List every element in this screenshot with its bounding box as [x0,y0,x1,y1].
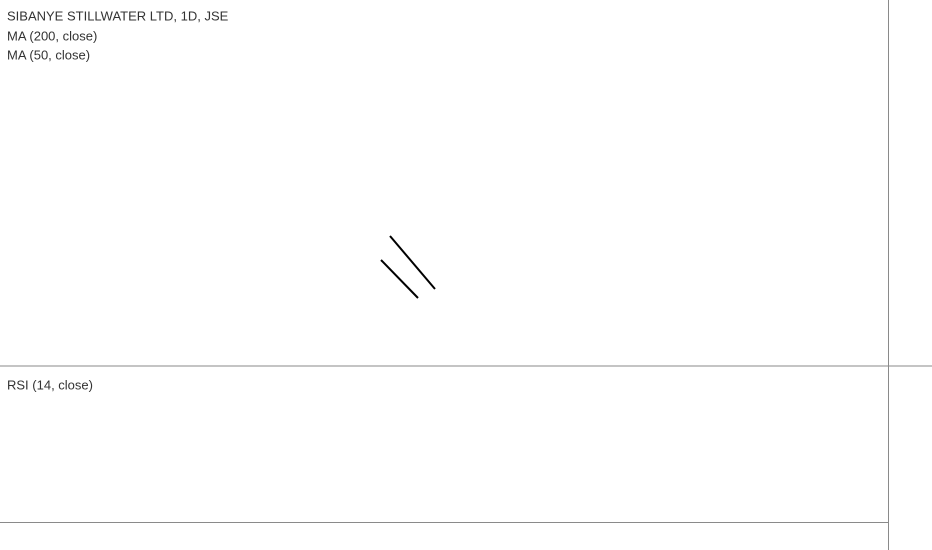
trend-line [389,235,436,290]
trend-line [380,259,419,299]
chart-title: SIBANYE STILLWATER LTD, 1D, JSE [7,8,229,23]
legend-entry: MA (50, close) [7,47,90,62]
legend-entry: RSI (14, close) [7,377,93,392]
legend-entry: MA (200, close) [7,28,97,43]
